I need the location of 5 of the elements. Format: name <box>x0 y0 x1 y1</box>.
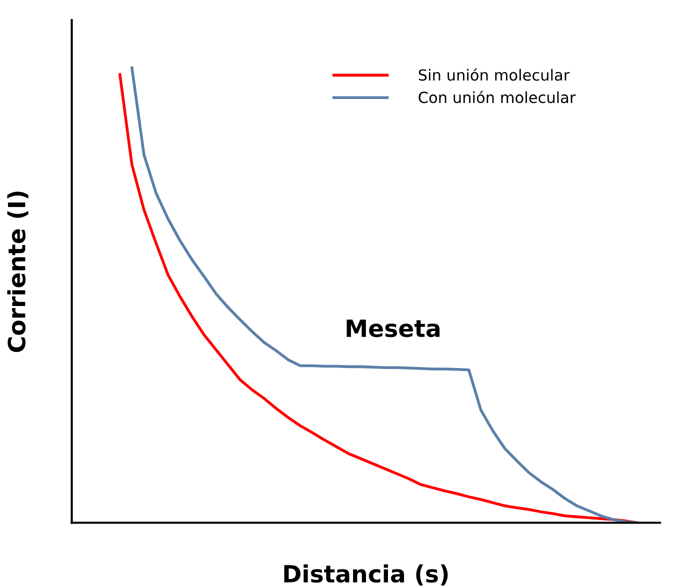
legend-label: Con unión molecular <box>418 90 576 104</box>
x-axis-title: Distancia (s) <box>284 564 448 586</box>
legend-label: Sin unión molecular <box>418 68 570 81</box>
annotation: Meseta <box>346 320 440 338</box>
y-axis-title: Corriente (I) <box>7 192 28 352</box>
